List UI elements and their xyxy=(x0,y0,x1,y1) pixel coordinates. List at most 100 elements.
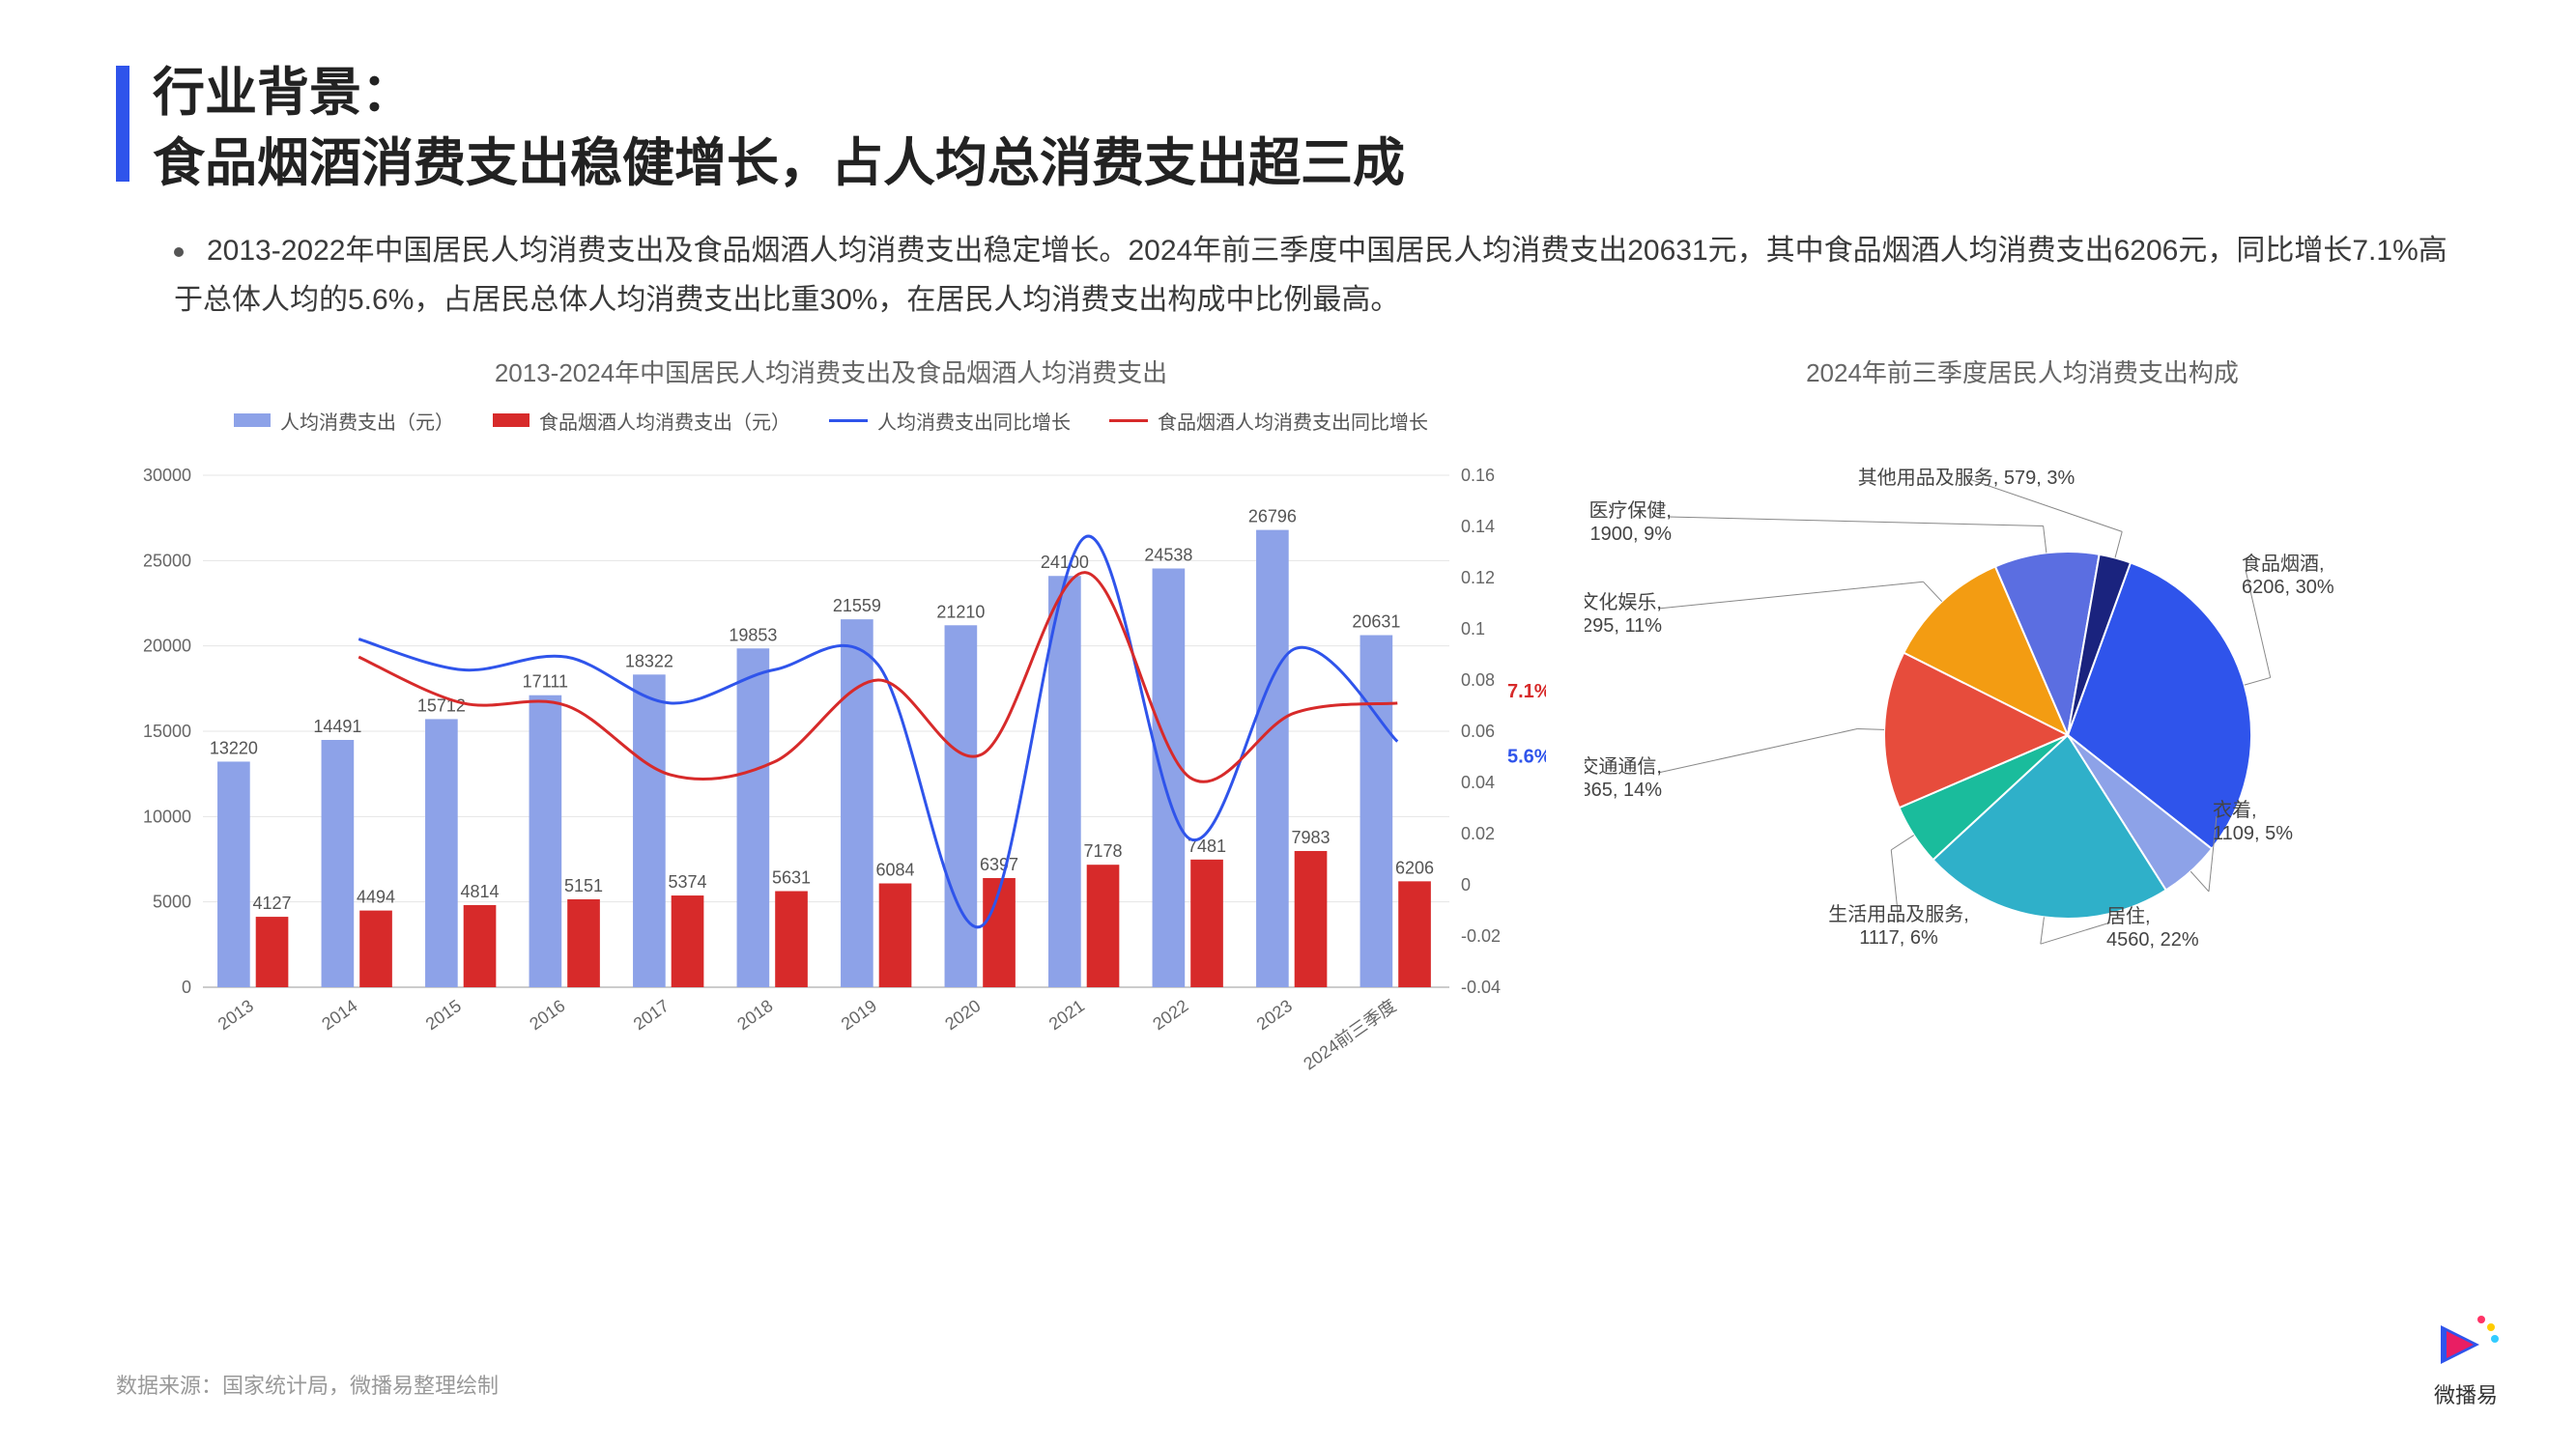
svg-text:17111: 17111 xyxy=(523,671,568,691)
svg-text:-0.02: -0.02 xyxy=(1461,926,1501,946)
title-block: 行业背景： 食品烟酒消费支出稳健增长，占人均总消费支出超三成 xyxy=(116,58,2460,199)
svg-text:0.08: 0.08 xyxy=(1461,670,1495,690)
svg-text:2013: 2013 xyxy=(215,996,257,1034)
combo-chart-legend: 人均消费支出（元） 食品烟酒人均消费支出（元） 人均消费支出同比增长 食品烟酒人… xyxy=(116,407,1546,435)
title-line-2: 食品烟酒消费支出稳健增长，占人均总消费支出超三成 xyxy=(153,128,1405,199)
footer-source: 数据来源：国家统计局，微播易整理绘制 xyxy=(116,1369,499,1400)
play-icon xyxy=(2433,1314,2499,1368)
svg-text:0.06: 0.06 xyxy=(1461,722,1495,741)
svg-text:7983: 7983 xyxy=(1292,828,1331,847)
legend-swatch-line2 xyxy=(1109,419,1148,422)
svg-text:0.02: 0.02 xyxy=(1461,824,1495,843)
svg-text:0.12: 0.12 xyxy=(1461,568,1495,587)
svg-text:1117, 6%: 1117, 6% xyxy=(1859,927,1938,949)
legend-bar1: 人均消费支出（元） xyxy=(234,407,454,435)
svg-text:0.14: 0.14 xyxy=(1461,517,1495,536)
svg-text:5.6%: 5.6% xyxy=(1507,746,1546,767)
svg-text:21210: 21210 xyxy=(936,602,985,621)
svg-text:30000: 30000 xyxy=(143,466,191,485)
svg-text:25000: 25000 xyxy=(143,551,191,570)
svg-text:6206: 6206 xyxy=(1395,858,1434,877)
svg-text:14491: 14491 xyxy=(313,717,361,736)
svg-text:交通通信,: 交通通信, xyxy=(1585,755,1662,778)
svg-text:2022: 2022 xyxy=(1149,996,1191,1034)
svg-text:5374: 5374 xyxy=(669,872,707,892)
svg-text:2020: 2020 xyxy=(941,996,984,1034)
titles: 行业背景： 食品烟酒消费支出稳健增长，占人均总消费支出超三成 xyxy=(153,58,1405,199)
svg-text:教育文化娱乐,: 教育文化娱乐, xyxy=(1585,591,1662,613)
slide-root: 行业背景： 食品烟酒消费支出稳健增长，占人均总消费支出超三成 2013-2022… xyxy=(0,0,2576,1448)
svg-text:居住,: 居住, xyxy=(2106,905,2151,927)
title-accent-bar xyxy=(116,66,129,182)
combo-chart-title: 2013-2024年中国居民人均消费支出及食品烟酒人均消费支出 xyxy=(116,354,1546,389)
svg-text:2295, 11%: 2295, 11% xyxy=(1585,615,1662,637)
brand-logo-text: 微播易 xyxy=(2433,1378,2499,1409)
svg-text:0: 0 xyxy=(1461,875,1471,894)
svg-text:衣着,: 衣着, xyxy=(2213,799,2257,821)
title-line-1: 行业背景： xyxy=(153,58,1405,128)
svg-text:10000: 10000 xyxy=(143,807,191,826)
legend-swatch-bar2 xyxy=(493,413,530,427)
pie-chart-container: 2024年前三季度居民人均消费支出构成 食品烟酒,6206, 30% 衣着,110… xyxy=(1585,354,2460,1108)
svg-text:2014: 2014 xyxy=(318,996,360,1034)
svg-text:4814: 4814 xyxy=(461,882,500,901)
svg-text:2018: 2018 xyxy=(733,996,776,1034)
svg-text:6084: 6084 xyxy=(876,860,915,879)
legend-label-line2: 食品烟酒人均消费支出同比增长 xyxy=(1158,407,1428,435)
svg-text:2017: 2017 xyxy=(630,996,673,1034)
svg-text:21559: 21559 xyxy=(833,596,881,615)
svg-text:2023: 2023 xyxy=(1253,996,1296,1034)
brand-logo: 微播易 xyxy=(2433,1314,2499,1409)
pie-chart-title: 2024年前三季度居民人均消费支出构成 xyxy=(1585,354,2460,389)
description-text: 2013-2022年中国居民人均消费支出及食品烟酒人均消费支出稳定增长。2024… xyxy=(174,235,2447,316)
svg-text:2865, 14%: 2865, 14% xyxy=(1585,780,1662,801)
legend-line2: 食品烟酒人均消费支出同比增长 xyxy=(1109,407,1428,435)
svg-text:20000: 20000 xyxy=(143,636,191,655)
svg-text:医疗保健,: 医疗保健, xyxy=(1589,499,1672,522)
svg-text:0.1: 0.1 xyxy=(1461,619,1485,639)
svg-text:生活用品及服务,: 生活用品及服务, xyxy=(1828,903,1969,925)
legend-swatch-line1 xyxy=(829,419,868,422)
svg-text:-0.04: -0.04 xyxy=(1461,978,1501,997)
svg-text:15000: 15000 xyxy=(143,722,191,741)
svg-text:6206, 30%: 6206, 30% xyxy=(2242,577,2334,598)
pie-chart-svg: 食品烟酒,6206, 30% 衣着,1109, 5% 居住,4560, 22% 生活用… xyxy=(1585,407,2454,1064)
svg-text:1900, 9%: 1900, 9% xyxy=(1589,524,1672,545)
svg-text:7178: 7178 xyxy=(1084,841,1123,861)
svg-text:7.1%: 7.1% xyxy=(1507,681,1546,702)
legend-label-bar1: 人均消费支出（元） xyxy=(280,407,454,435)
svg-text:0: 0 xyxy=(182,978,191,997)
svg-text:2021: 2021 xyxy=(1045,996,1088,1034)
legend-bar2: 食品烟酒人均消费支出（元） xyxy=(493,407,790,435)
svg-text:其他用品及服务, 579, 3%: 其他用品及服务, 579, 3% xyxy=(1858,467,2075,489)
svg-text:4494: 4494 xyxy=(357,887,395,906)
svg-text:5000: 5000 xyxy=(153,892,191,911)
svg-text:24100: 24100 xyxy=(1041,553,1089,572)
legend-label-bar2: 食品烟酒人均消费支出（元） xyxy=(539,407,790,435)
svg-text:5631: 5631 xyxy=(772,867,811,887)
combo-chart-svg: 0 5000 10000 15000 20000 25000 30000 -0.04 -0.02… xyxy=(116,446,1546,1103)
svg-text:食品烟酒,: 食品烟酒, xyxy=(2242,553,2325,575)
svg-text:19853: 19853 xyxy=(729,625,777,644)
svg-text:18322: 18322 xyxy=(625,651,673,670)
svg-text:4127: 4127 xyxy=(253,894,292,913)
svg-text:2015: 2015 xyxy=(422,996,465,1034)
combo-chart-container: 2013-2024年中国居民人均消费支出及食品烟酒人均消费支出 人均消费支出（元… xyxy=(116,354,1546,1108)
description: 2013-2022年中国居民人均消费支出及食品烟酒人均消费支出稳定增长。2024… xyxy=(174,226,2460,325)
svg-text:24538: 24538 xyxy=(1144,545,1192,564)
svg-text:26796: 26796 xyxy=(1248,506,1297,525)
svg-text:1109, 5%: 1109, 5% xyxy=(2213,823,2293,844)
svg-text:0.04: 0.04 xyxy=(1461,773,1495,792)
legend-swatch-bar1 xyxy=(234,413,271,427)
svg-text:4560, 22%: 4560, 22% xyxy=(2106,929,2199,951)
svg-text:15712: 15712 xyxy=(417,696,466,715)
svg-text:2024前三季度: 2024前三季度 xyxy=(1300,996,1399,1074)
bullet-icon xyxy=(174,247,184,257)
svg-text:0.16: 0.16 xyxy=(1461,466,1495,485)
svg-text:2016: 2016 xyxy=(526,996,568,1034)
legend-label-line1: 人均消费支出同比增长 xyxy=(877,407,1071,435)
svg-text:6397: 6397 xyxy=(980,855,1018,874)
legend-line1: 人均消费支出同比增长 xyxy=(829,407,1071,435)
charts-row: 2013-2024年中国居民人均消费支出及食品烟酒人均消费支出 人均消费支出（元… xyxy=(116,354,2460,1108)
svg-text:2019: 2019 xyxy=(838,996,880,1034)
